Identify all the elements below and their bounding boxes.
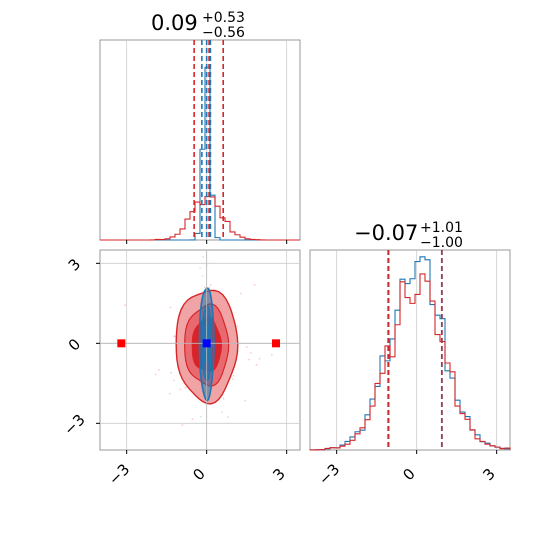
hist-step-series-0 (309, 256, 511, 451)
scatter-point (232, 378, 234, 380)
x-tick-label: 0 (399, 465, 418, 484)
y-tick-label: 3 (65, 255, 84, 274)
panel-y-title-lower: −1.00 (420, 235, 463, 251)
panel-y-histogram: −3 0 3 −0.07 +1.01 −1.00 (309, 220, 511, 489)
hist-step-series-1 (309, 273, 511, 451)
scatter-point (184, 386, 187, 389)
scatter-point (157, 369, 160, 371)
scatter-point (173, 335, 176, 338)
scatter-point (191, 418, 194, 421)
scatter-point (248, 358, 250, 361)
x-tick-label: −3 (315, 460, 343, 488)
scatter-point (222, 397, 225, 400)
x-tick-label: 0 (189, 465, 208, 484)
scatter-point (169, 392, 171, 395)
scatter-point (181, 424, 184, 427)
scatter-point (199, 267, 202, 269)
panel-y-ticks: −3 0 3 (315, 450, 499, 489)
x-tick-label: 3 (479, 465, 498, 484)
panel-y-quantile-lines (387, 250, 443, 450)
scatter-point (200, 415, 202, 418)
scatter-point (173, 379, 175, 382)
scatter-point (232, 374, 235, 377)
scatter-point (170, 371, 173, 374)
panel-y-series (309, 256, 511, 451)
square-marker (202, 339, 211, 348)
square-marker (117, 339, 126, 348)
scatter-point (124, 304, 126, 307)
scatter-point (240, 292, 242, 295)
panel-x-ticks (126, 240, 288, 244)
panel-2d-markers (117, 339, 280, 348)
panel-2d-contour: −3 0 3 −3 0 3 (60, 249, 301, 489)
x-tick-label: 3 (269, 465, 288, 484)
y-tick-label: −3 (60, 411, 88, 439)
panel-y-grid (336, 250, 498, 450)
scatter-point (245, 346, 248, 348)
scatter-point (202, 255, 205, 258)
scatter-point (253, 283, 256, 286)
panel-x-quantile-lines (193, 40, 224, 240)
scatter-point (244, 399, 247, 402)
scatter-point (201, 275, 204, 278)
scatter-point (203, 286, 206, 289)
scatter-point (179, 388, 182, 391)
scatter-point (154, 373, 157, 376)
y-tick-label: 0 (65, 335, 84, 354)
panel-x-histogram: 0.09 +0.53 −0.56 (99, 10, 301, 244)
panel-x-title-median: 0.09 (151, 11, 198, 35)
scatter-point (210, 262, 213, 265)
scatter-point (250, 352, 252, 354)
x-tick-label: −3 (105, 460, 133, 488)
scatter-point (258, 357, 261, 360)
panel-2d-truth-lines (100, 250, 300, 450)
panel-x-title-upper: +0.53 (202, 10, 245, 26)
panel-y-title-upper: +1.01 (420, 220, 463, 236)
scatter-point (255, 363, 258, 366)
scatter-point (208, 286, 211, 289)
scatter-point (236, 325, 239, 328)
square-marker (272, 339, 280, 348)
scatter-point (169, 306, 172, 309)
scatter-point (226, 416, 229, 419)
scatter-point (220, 411, 223, 414)
scatter-point (270, 353, 273, 356)
panel-y-title-median: −0.07 (354, 221, 418, 245)
panel-x-title-lower: −0.56 (202, 25, 245, 41)
scatter-point (209, 284, 212, 286)
